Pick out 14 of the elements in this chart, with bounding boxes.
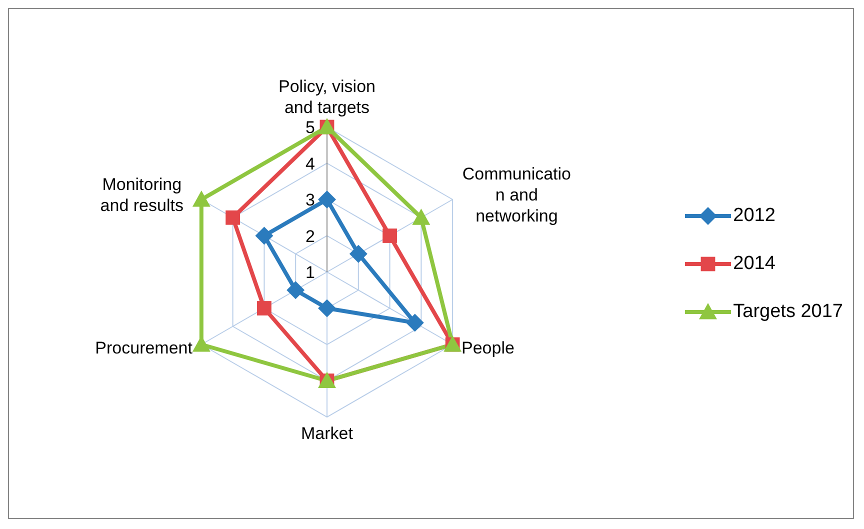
spoke-label: Monitoring and results xyxy=(100,175,184,215)
spoke-label: Market xyxy=(301,424,354,443)
legend-label: 2014 xyxy=(733,252,776,274)
spoke-label: Procurement xyxy=(95,338,193,358)
legend-label: 2012 xyxy=(733,204,776,226)
y-tick-label: 5 xyxy=(306,118,315,137)
y-tick-label: 1 xyxy=(306,263,315,282)
y-tick-label: 3 xyxy=(306,190,315,210)
spoke-label: Communication and networking xyxy=(462,164,572,226)
y-tick-label: 2 xyxy=(306,226,315,246)
spoke-label: People xyxy=(462,338,514,358)
spoke-label: Policy, vision and targets xyxy=(278,77,376,117)
legend-label: Targets 2017 xyxy=(733,300,843,322)
y-tick-label: 4 xyxy=(306,154,315,174)
